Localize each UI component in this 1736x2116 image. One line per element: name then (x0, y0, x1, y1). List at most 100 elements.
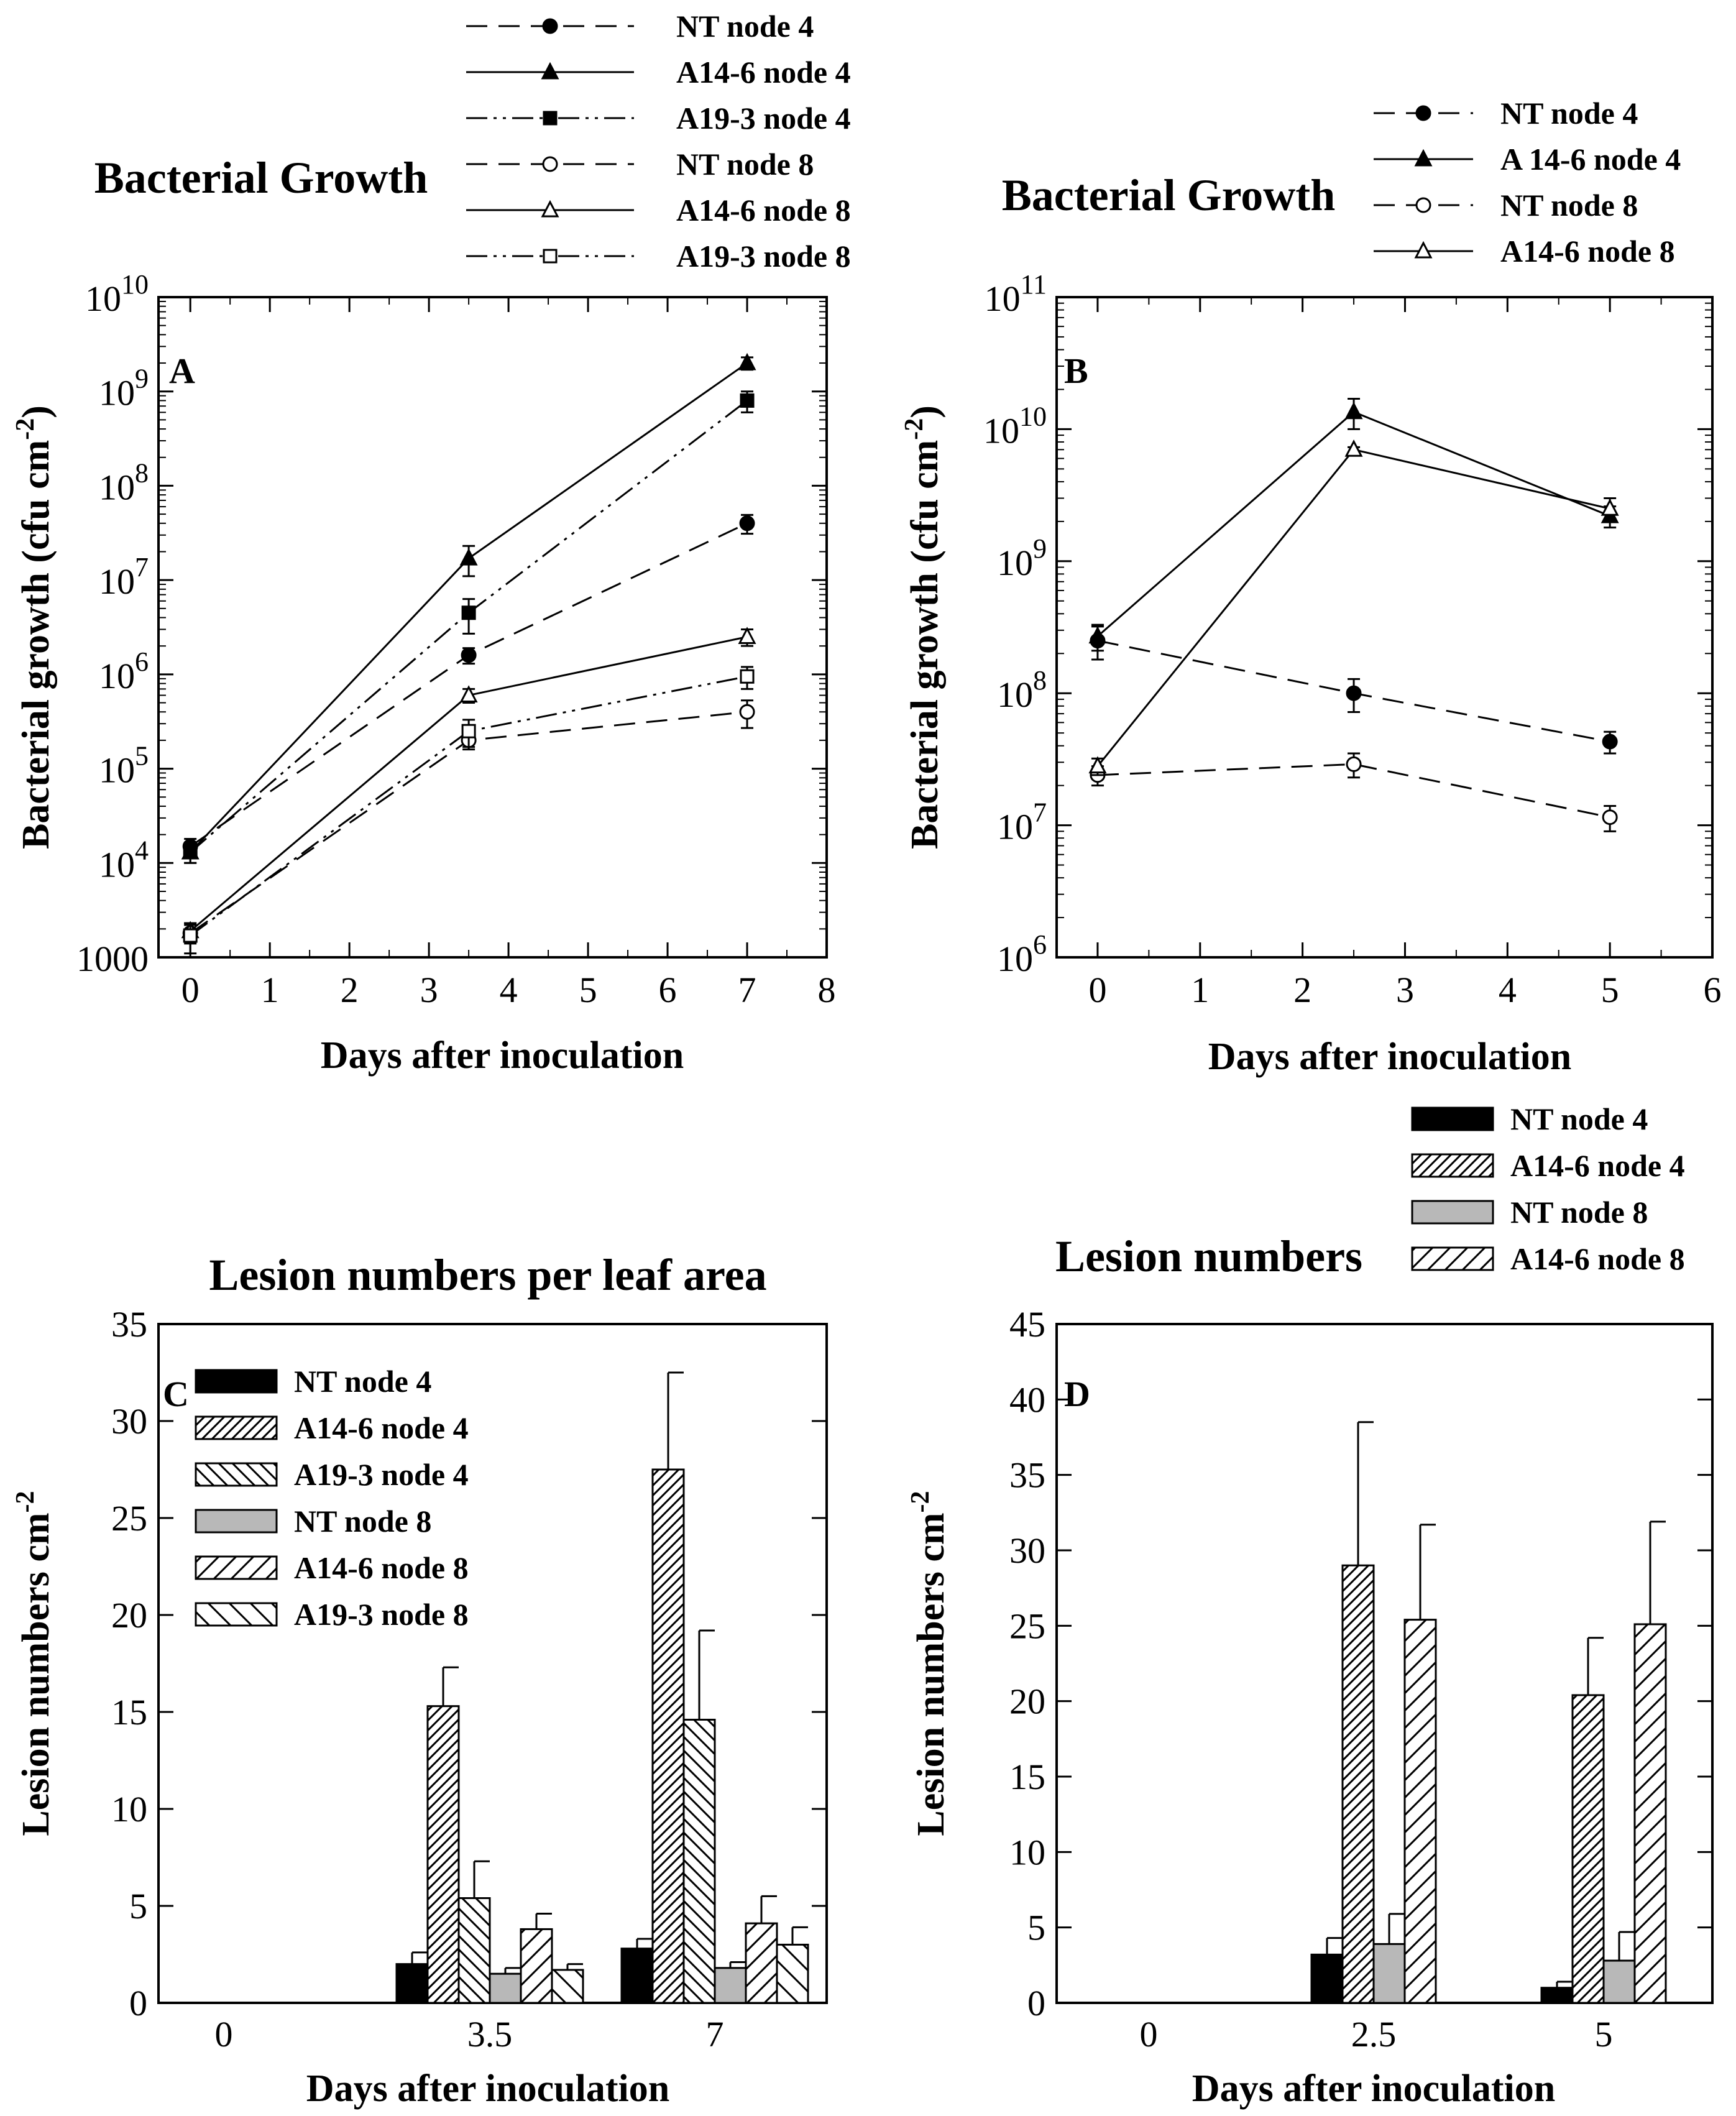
legend-item: A14-6 node 8 (195, 1550, 469, 1585)
panel-d-y-ticks: 0 5 10 15 20 25 30 35 40 45 (1009, 1304, 1712, 2023)
panel-b-y-axis-title-main: Bacterial growth (cfu cm (904, 440, 946, 849)
y-tick-label: 108 (997, 665, 1047, 715)
x-tick-label: 4 (1499, 970, 1517, 1010)
panel-a-x-axis-title: Days after inoculation (321, 1034, 684, 1077)
legend-label: A19-3 node 4 (676, 101, 851, 136)
bar (489, 1972, 522, 2004)
x-tick-label: 3 (420, 970, 438, 1010)
series-line (1097, 763, 1610, 819)
bar (620, 1948, 654, 2004)
data-point (740, 393, 755, 408)
legend-label: A14-6 node 4 (294, 1410, 469, 1445)
legend-item: NT node 8 (1411, 1195, 1648, 1230)
legend-marker (1415, 197, 1431, 213)
y-tick-label: 1010 (983, 401, 1047, 451)
panel-b-x-ticks: 0 1 2 3 4 5 6 (1088, 297, 1722, 1010)
x-tick-label: 2 (341, 970, 359, 1010)
y-tick-base: 10 (983, 410, 1019, 451)
legend-label: A14-6 node 8 (1510, 1241, 1685, 1276)
y-tick-label: 10 (1009, 1832, 1045, 1872)
panel-b-y-axis-title-close: ) (904, 405, 946, 418)
bar (395, 1963, 429, 2004)
data-point (1346, 756, 1362, 772)
y-tick-label: 25 (111, 1498, 147, 1539)
panel-b-legend: NT node 4 A 14-6 node 4 NT node 8 A14-6 nod… (1374, 96, 1681, 269)
series-a19-3-node-8 (183, 666, 755, 955)
x-tick-label: 3.5 (467, 2014, 513, 2054)
y-tick-label: 15 (111, 1692, 147, 1732)
legend-label: NT node 4 (1500, 96, 1638, 131)
panel-c-title: Lesion numbers per leaf area (209, 1250, 766, 1300)
panel-d-frame (1055, 1323, 1714, 2004)
legend-swatch (195, 1555, 278, 1580)
legend-label: A19-3 node 8 (676, 239, 851, 274)
legend-item: A19-3 node 8 (195, 1597, 469, 1632)
data-point (461, 647, 477, 663)
y-tick-exponent: 11 (1021, 269, 1047, 300)
data-point (1344, 439, 1363, 457)
data-point (1602, 809, 1618, 826)
panel-c-y-ticks: 0 5 10 15 20 25 30 35 (111, 1304, 827, 2023)
bar (682, 1718, 716, 2004)
y-tick-base: 10 (99, 467, 135, 507)
bar (520, 1928, 553, 2004)
panel-c-y-axis-title-main: Lesion numbers cm (15, 1512, 57, 1836)
legend-label: A14-6 node 8 (676, 193, 851, 228)
x-tick-label: 8 (818, 970, 836, 1010)
y-tick-base: 10 (99, 373, 135, 413)
y-tick-base: 10 (985, 278, 1021, 319)
y-tick-label: 20 (111, 1595, 147, 1635)
bar (1372, 1943, 1406, 2004)
legend-swatch (1411, 1153, 1494, 1178)
x-tick-label: 3 (1396, 970, 1414, 1010)
y-tick-label: 104 (99, 835, 149, 885)
y-tick-label: 1000 (76, 939, 149, 979)
bar (426, 1705, 460, 2004)
bar (1341, 1564, 1375, 2004)
y-tick-exponent: 4 (135, 835, 149, 865)
legend-item: A19-3 node 4 (195, 1457, 469, 1492)
legend-item: A14-6 node 4 (466, 55, 851, 90)
legend-label: A14-6 node 4 (1510, 1148, 1685, 1183)
panel-a-legend: NT node 4 A14-6 node 4 A19-3 node 4 NT node… (466, 9, 851, 274)
y-tick-base: 10 (997, 543, 1033, 583)
panel-a: Bacterial Growth A 100010410510610710810… (11, 9, 851, 1077)
data-point (1346, 685, 1362, 701)
legend-label: NT node 4 (676, 9, 814, 44)
y-tick-label: 106 (997, 929, 1047, 979)
panel-b-title: Bacterial Growth (1002, 170, 1336, 220)
legend-swatch (195, 1369, 278, 1394)
legend-item: NT node 4 (466, 9, 814, 44)
x-tick-label: 1 (1191, 970, 1209, 1010)
y-tick-label: 10 (111, 1789, 147, 1829)
panel-c-bars (395, 1371, 809, 2004)
y-tick-exponent: 10 (121, 269, 149, 300)
y-tick-exponent: 8 (1033, 665, 1047, 696)
legend-label: A14-6 node 4 (676, 55, 851, 90)
legend-label: A 14-6 node 4 (1500, 142, 1681, 177)
panel-c-y-axis-title-sup: -2 (11, 1491, 40, 1512)
legend-item: A19-3 node 8 (466, 239, 851, 274)
x-tick-label: 6 (659, 970, 677, 1010)
legend-swatch (1411, 1106, 1494, 1131)
panel-d-legend: NT node 4 A14-6 node 4 NT node 8 A14-6 node… (1411, 1102, 1685, 1276)
panel-d-bars (1310, 1421, 1667, 2004)
x-tick-label: 5 (1595, 2014, 1613, 2054)
x-tick-label: 2.5 (1351, 2014, 1397, 2054)
legend-label: A19-3 node 8 (294, 1597, 469, 1632)
panel-d-y-axis-title-main: Lesion numbers cm (910, 1512, 952, 1836)
legend-item: A14-6 node 8 (1411, 1241, 1685, 1276)
x-tick-label: 5 (579, 970, 597, 1010)
panel-b-frame (1055, 296, 1714, 959)
series-a14-6-node-8 (1088, 439, 1619, 776)
legend-label: NT node 4 (294, 1364, 431, 1399)
bar (651, 1468, 685, 2004)
x-tick-label: 4 (500, 970, 518, 1010)
y-tick-base: 10 (99, 844, 135, 885)
panel-c-y-axis-title: Lesion numbers cm-2 (11, 1491, 57, 1836)
bar (1310, 1953, 1344, 2004)
y-tick-base: 10 (85, 278, 121, 319)
legend-item: A14-6 node 4 (1411, 1148, 1685, 1183)
data-point (183, 845, 198, 860)
